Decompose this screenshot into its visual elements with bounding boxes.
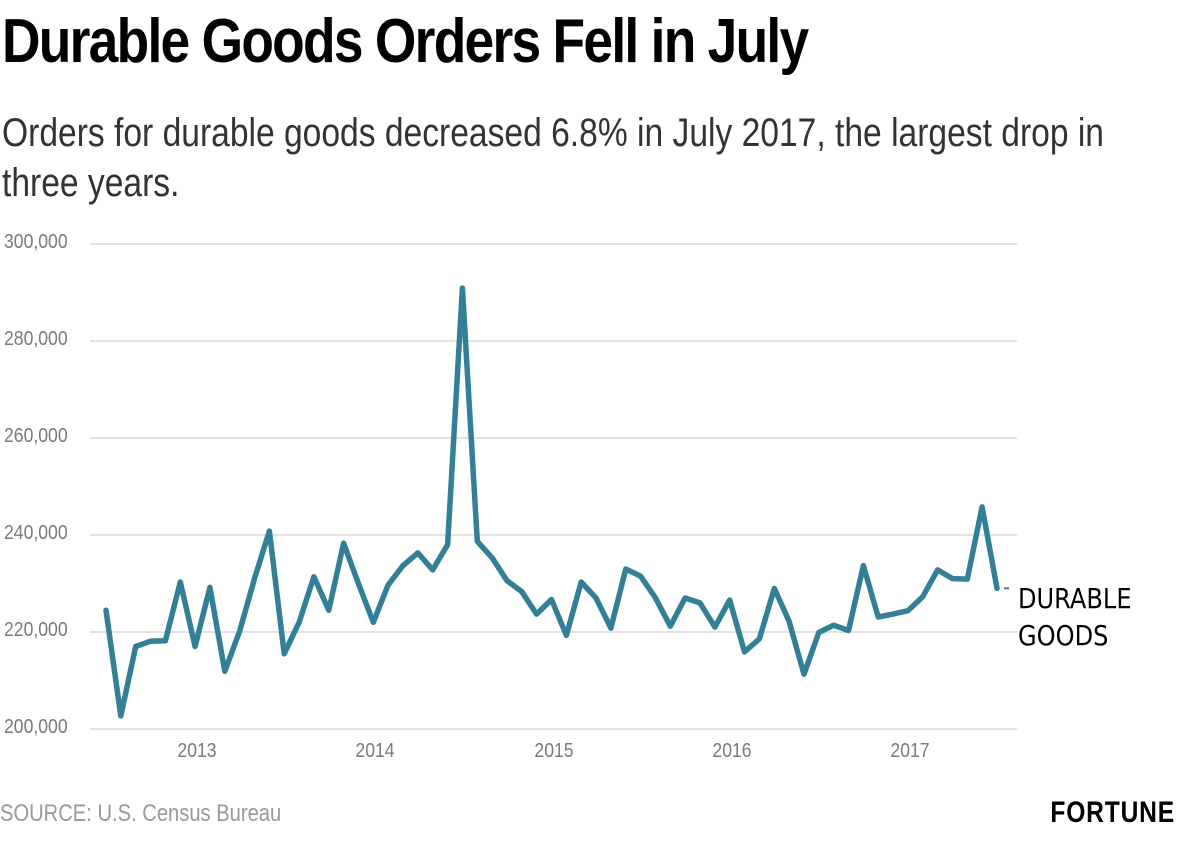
y-tick-label: 260,000 [4, 425, 68, 447]
source-note: SOURCE: U.S. Census Bureau [0, 800, 282, 827]
series-label-line-1: DURABLE [1018, 582, 1132, 615]
series-line-durable-goods [103, 285, 1000, 719]
x-tick-label: 2013 [177, 740, 217, 762]
series-label-line-2: GOODS [1018, 619, 1109, 652]
brand-logo: FORTUNE [1050, 796, 1175, 829]
chart-subtitle: Orders for durable goods decreased 6.8% … [2, 111, 1105, 205]
x-tick-label: 2016 [712, 740, 752, 762]
x-tick-label: 2017 [890, 740, 930, 762]
y-tick-label: 200,000 [4, 716, 68, 738]
x-tick-label: 2014 [355, 740, 395, 762]
gridlines [90, 243, 1017, 730]
y-tick-label: 240,000 [4, 522, 68, 544]
y-tick-label: 220,000 [4, 619, 68, 641]
chart-title: Durable Goods Orders Fell in July [2, 7, 809, 76]
x-tick-label: 2015 [533, 740, 574, 762]
y-tick-label: 280,000 [4, 328, 68, 350]
series-label-durable-goods: DURABLE GOODS [1018, 580, 1132, 654]
y-tick-label: 300,000 [4, 231, 68, 253]
